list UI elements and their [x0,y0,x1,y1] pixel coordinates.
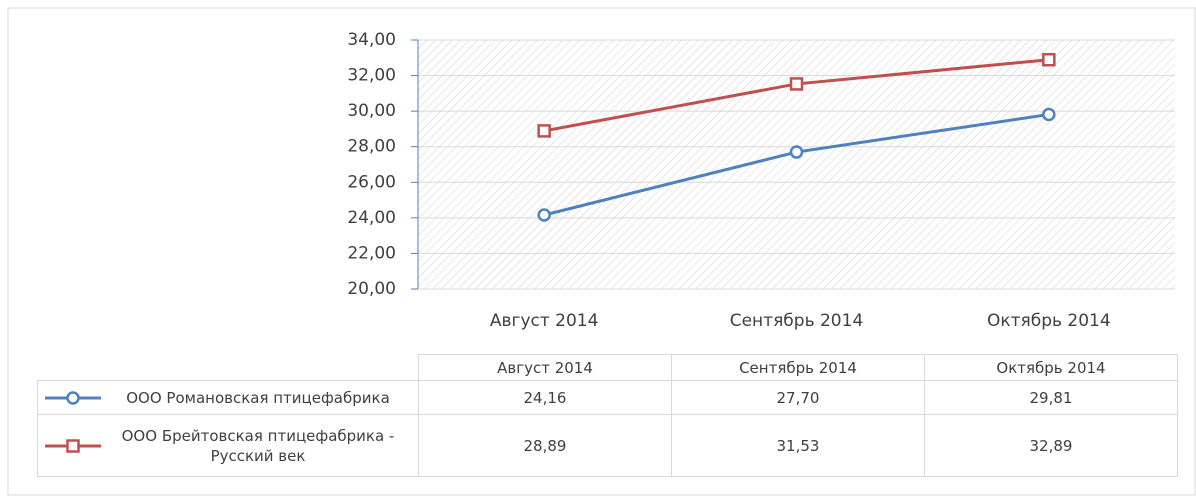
y-tick-label: 34,00 [347,30,396,50]
x-tick-label: Август 2014 [490,311,599,331]
marker [789,77,804,91]
marker [537,124,551,138]
corner-cell [37,354,419,381]
legend-key [45,438,101,453]
value-cell: 29,81 [924,380,1178,415]
legend-cell: ООО Брейтовская птицефабрика - Русский в… [37,414,419,477]
value-cell: 28,89 [418,414,672,477]
x-tick-label: Октябрь 2014 [987,311,1111,331]
legend-key [45,390,101,405]
x-tick-label: Сентябрь 2014 [730,311,864,331]
marker [1042,52,1056,67]
value-cell: 24,16 [418,380,672,415]
value-cell: 27,70 [671,380,925,415]
y-tick-label: 24,00 [347,208,396,228]
data-table: Август 2014 Сентябрь 2014 Октябрь 2014 ООО … [37,354,1178,477]
series-row: ООО Брейтовская птицефабрика - Русский в… [37,414,1178,477]
marker [537,208,551,222]
marker [789,145,804,159]
header-cell: Сентябрь 2014 [671,354,925,381]
y-tick-label: 32,00 [347,66,396,86]
y-tick-label: 26,00 [347,172,396,192]
series-row: ООО Романовская птицефабрика 24,16 27,70 29… [37,380,1178,415]
value-cell: 32,89 [924,414,1178,477]
y-tick-label: 20,00 [347,279,396,299]
legend-cell: ООО Романовская птицефабрика [37,380,419,415]
legend-label: ООО Брейтовская птицефабрика - Русский в… [121,426,395,465]
header-cell: Октябрь 2014 [924,354,1178,381]
y-tick-label: 30,00 [347,101,396,121]
header-row: Август 2014 Сентябрь 2014 Октябрь 2014 [37,354,1178,381]
value-cell: 31,53 [671,414,925,477]
y-tick-label: 28,00 [347,137,396,157]
legend-entry: ООО Романовская птицефабрика [38,388,418,408]
legend-entry: ООО Брейтовская птицефабрика - Русский в… [38,426,418,466]
legend-label: ООО Романовская птицефабрика [126,388,390,407]
chart-border [7,7,1196,496]
y-tick-label: 22,00 [347,243,396,263]
marker [1042,107,1056,122]
header-cell: Август 2014 [418,354,672,381]
marker [66,390,80,405]
marker [66,438,80,453]
